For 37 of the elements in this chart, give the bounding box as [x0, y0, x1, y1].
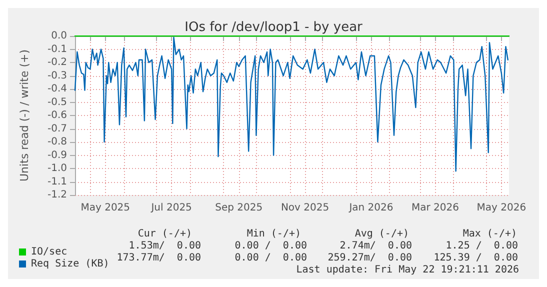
y-tick-label: 0.0	[51, 30, 67, 42]
text: 0.00 / 0.00	[234, 240, 308, 252]
legend-label: IO/sec	[31, 246, 68, 258]
text: 125.39 / 0.00	[434, 252, 518, 264]
legend-label: Req Size (KB)	[31, 258, 110, 270]
x-tick-label: Jan 2026	[348, 202, 394, 214]
y-tick-label: -1.0	[47, 163, 67, 174]
y-axis-title: Units read (-) / write (+)	[18, 49, 31, 182]
text: Min (-/+)	[246, 228, 302, 240]
y-tick-label: -1.2	[47, 190, 67, 200]
text: Last update: Fri May 22 19:21:11 2026	[296, 264, 520, 276]
x-tick-label: May 2026	[476, 202, 526, 214]
y-tick-label: -0.3	[47, 70, 67, 82]
text: 1.53m/ 0.00	[128, 240, 202, 252]
y-tick-label: -0.5	[47, 96, 67, 108]
text: 259.27m/ 0.00	[328, 252, 412, 264]
y-tick-label: -0.6	[47, 110, 67, 121]
y-tick-label: -0.9	[47, 150, 67, 161]
x-tick-label: Mar 2026	[411, 202, 459, 214]
x-tick-label: Nov 2025	[280, 202, 330, 214]
y-tick-label: -0.1	[47, 44, 67, 55]
chart-title: IOs for /dev/loop1 - by year	[184, 20, 364, 35]
x-tick-label: Jul 2025	[150, 202, 192, 214]
text: 173.77m/ 0.00	[116, 252, 202, 264]
y-tick-label: -0.4	[47, 84, 67, 94]
y-tick-label: -0.8	[47, 136, 67, 148]
text: Cur (-/+)	[138, 228, 192, 240]
x-tick-label: May 2025	[80, 202, 130, 214]
text: 0.00 / 0.00	[234, 252, 308, 264]
text: 2.74m/ 0.00	[340, 240, 412, 252]
text: 1.25 / 0.00	[446, 240, 518, 252]
y-tick-label: -1.1	[47, 176, 67, 188]
text: Max (-/+)	[462, 228, 518, 240]
x-tick-label: Sep 2025	[215, 202, 263, 214]
text: Avg (-/+)	[354, 228, 410, 240]
y-tick-label: -0.2	[47, 57, 67, 68]
y-tick-label: -0.7	[47, 123, 67, 134]
